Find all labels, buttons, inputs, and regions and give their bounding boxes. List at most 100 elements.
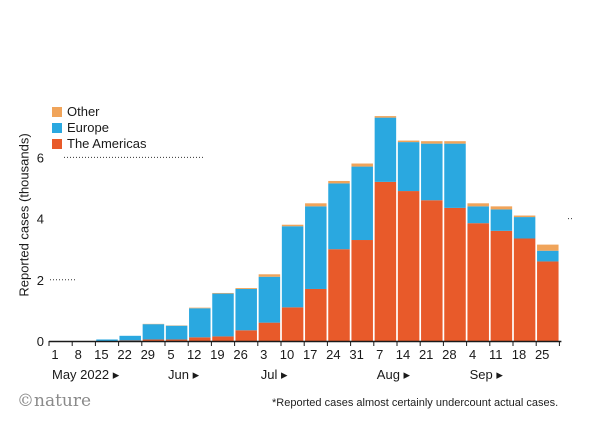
- footnote: *Reported cases almost certainly underco…: [272, 397, 559, 409]
- bar-europe: [444, 143, 466, 208]
- bar-the-americas: [328, 249, 350, 341]
- x-tick-label: 26: [233, 347, 247, 362]
- bar-the-americas: [467, 223, 489, 341]
- bar-other: [305, 203, 327, 207]
- x-tick-label: 3: [260, 347, 267, 362]
- x-tick-label: 18: [512, 347, 526, 362]
- bar-europe: [281, 226, 304, 308]
- bar-the-americas: [490, 230, 513, 341]
- bar-the-americas: [235, 330, 257, 341]
- x-tick-label: 10: [280, 347, 294, 362]
- x-tick-label: 4: [469, 347, 476, 362]
- x-tick-label: 8: [75, 347, 82, 362]
- x-tick-label: 15: [94, 347, 108, 362]
- x-tick-label: 24: [326, 347, 340, 362]
- legend-swatch-europe: [52, 123, 62, 133]
- bar-the-americas: [212, 336, 234, 341]
- nature-logo: ©nature: [17, 391, 92, 411]
- y-tick-label: 6: [37, 150, 44, 165]
- bar-europe: [397, 142, 420, 192]
- bar-other: [281, 224, 304, 227]
- legend: Other Europe The Americas: [52, 104, 146, 152]
- bar-other: [258, 274, 281, 277]
- bar-the-americas: [351, 240, 373, 341]
- month-label: Aug ▸: [377, 367, 411, 382]
- bar-europe: [421, 143, 443, 201]
- bar-the-americas: [165, 339, 188, 341]
- legend-label-americas: The Americas: [67, 136, 147, 151]
- bar-other: [351, 163, 373, 167]
- x-tick-label: 19: [210, 347, 224, 362]
- bar-the-americas: [258, 322, 281, 341]
- x-tick-label: 22: [117, 347, 131, 362]
- x-tick-label: 1: [51, 347, 58, 362]
- bar-europe: [537, 250, 559, 262]
- legend-item-americas: The Americas: [52, 136, 146, 152]
- x-tick-label: 28: [442, 347, 456, 362]
- bar-europe: [142, 324, 165, 340]
- bar-the-americas: [537, 261, 559, 341]
- bar-other: [467, 203, 489, 207]
- bar-europe: [513, 217, 536, 239]
- y-tick-label: 4: [37, 212, 44, 227]
- bar-europe: [305, 206, 327, 289]
- bar-the-americas: [189, 337, 211, 341]
- x-tick-label: 7: [376, 347, 383, 362]
- bar-other: [189, 307, 211, 309]
- bar-the-americas: [513, 238, 536, 341]
- legend-label-europe: Europe: [67, 120, 109, 135]
- y-tick-label: 0: [37, 334, 44, 349]
- x-tick-label: 29: [141, 347, 155, 362]
- bar-other: [397, 140, 420, 143]
- x-tick-label: 12: [187, 347, 201, 362]
- bar-the-americas: [444, 207, 466, 341]
- x-tick-label: 5: [167, 347, 174, 362]
- bar-the-americas: [421, 200, 443, 341]
- legend-swatch-americas: [52, 139, 62, 149]
- y-axis-label: Reported cases (thousands): [16, 133, 32, 297]
- x-tick-label: 14: [396, 347, 410, 362]
- bar-europe: [189, 308, 211, 338]
- bar-other: [421, 141, 443, 144]
- x-tick-label: 11: [489, 347, 503, 362]
- x-tick-label: 17: [303, 347, 317, 362]
- bar-other: [490, 206, 513, 210]
- legend-item-europe: Europe: [52, 120, 146, 136]
- bar-europe: [467, 206, 489, 224]
- legend-swatch-other: [52, 107, 62, 117]
- month-label: May 2022 ▸: [52, 367, 120, 382]
- bar-the-americas: [374, 181, 397, 341]
- bar-the-americas: [119, 340, 141, 341]
- bar-the-americas: [281, 307, 304, 341]
- bar-other: [212, 292, 234, 294]
- bar-other: [537, 244, 559, 251]
- bar-europe: [490, 209, 513, 231]
- legend-item-other: Other: [52, 104, 146, 120]
- x-tick-label: 31: [349, 347, 363, 362]
- y-tick-label: 2: [37, 273, 44, 288]
- bar-europe: [328, 183, 350, 250]
- month-label: Jul ▸: [261, 367, 288, 382]
- bar-the-americas: [397, 191, 420, 341]
- bar-the-americas: [305, 288, 327, 341]
- bar-europe: [258, 276, 281, 323]
- bar-other: [235, 288, 257, 289]
- bar-europe: [119, 335, 141, 341]
- bar-the-americas: [142, 339, 165, 341]
- bar-europe: [212, 293, 234, 337]
- bar-europe: [351, 166, 373, 241]
- legend-label-other: Other: [67, 104, 100, 119]
- bar-europe: [165, 325, 188, 340]
- bar-other: [374, 116, 397, 118]
- x-tick-label: 25: [535, 347, 549, 362]
- bar-europe: [374, 117, 397, 182]
- bar-europe: [235, 288, 257, 331]
- bar-europe: [96, 339, 118, 341]
- bar-other: [513, 215, 536, 218]
- bar-other: [444, 141, 466, 144]
- month-label: Sep ▸: [470, 367, 504, 382]
- month-label: Jun ▸: [168, 367, 200, 382]
- x-tick-label: 21: [419, 347, 433, 362]
- bar-other: [328, 180, 350, 184]
